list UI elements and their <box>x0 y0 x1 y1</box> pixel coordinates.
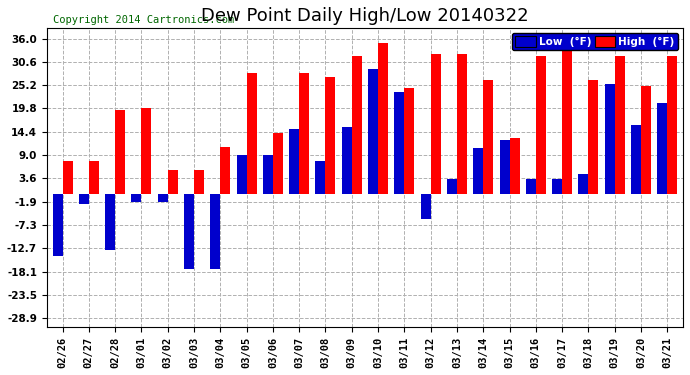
Bar <box>273 134 283 194</box>
Bar <box>562 39 572 194</box>
Bar <box>237 155 246 194</box>
Bar <box>184 194 194 269</box>
Bar <box>500 140 509 194</box>
Bar <box>115 110 125 194</box>
Bar <box>395 93 404 194</box>
Bar <box>263 155 273 194</box>
Bar <box>194 170 204 194</box>
Bar <box>578 174 589 194</box>
Legend: Low  (°F), High  (°F): Low (°F), High (°F) <box>512 33 678 50</box>
Bar <box>63 161 72 194</box>
Bar <box>246 73 257 194</box>
Bar <box>299 73 309 194</box>
Bar <box>667 56 678 194</box>
Bar <box>483 80 493 194</box>
Bar <box>326 77 335 194</box>
Bar <box>342 127 352 194</box>
Bar <box>509 138 520 194</box>
Bar <box>89 161 99 194</box>
Bar <box>473 148 483 194</box>
Bar <box>404 88 415 194</box>
Bar <box>105 194 115 250</box>
Bar <box>378 43 388 194</box>
Bar <box>158 194 168 202</box>
Bar <box>52 194 63 256</box>
Bar <box>289 129 299 194</box>
Bar <box>315 161 326 194</box>
Bar <box>615 56 624 194</box>
Bar <box>631 125 641 194</box>
Bar <box>552 178 562 194</box>
Bar <box>368 69 378 194</box>
Bar <box>536 56 546 194</box>
Bar <box>589 80 598 194</box>
Bar <box>132 194 141 202</box>
Bar <box>447 178 457 194</box>
Bar <box>168 170 178 194</box>
Bar <box>421 194 431 219</box>
Bar <box>604 84 615 194</box>
Bar <box>457 54 467 194</box>
Bar <box>658 103 667 194</box>
Bar <box>526 178 536 194</box>
Bar <box>79 194 89 204</box>
Bar <box>210 194 220 269</box>
Bar <box>431 54 441 194</box>
Text: Copyright 2014 Cartronics.com: Copyright 2014 Cartronics.com <box>53 15 235 25</box>
Title: Dew Point Daily High/Low 20140322: Dew Point Daily High/Low 20140322 <box>201 7 529 25</box>
Bar <box>641 86 651 194</box>
Bar <box>220 147 230 194</box>
Bar <box>352 56 362 194</box>
Bar <box>141 108 151 194</box>
